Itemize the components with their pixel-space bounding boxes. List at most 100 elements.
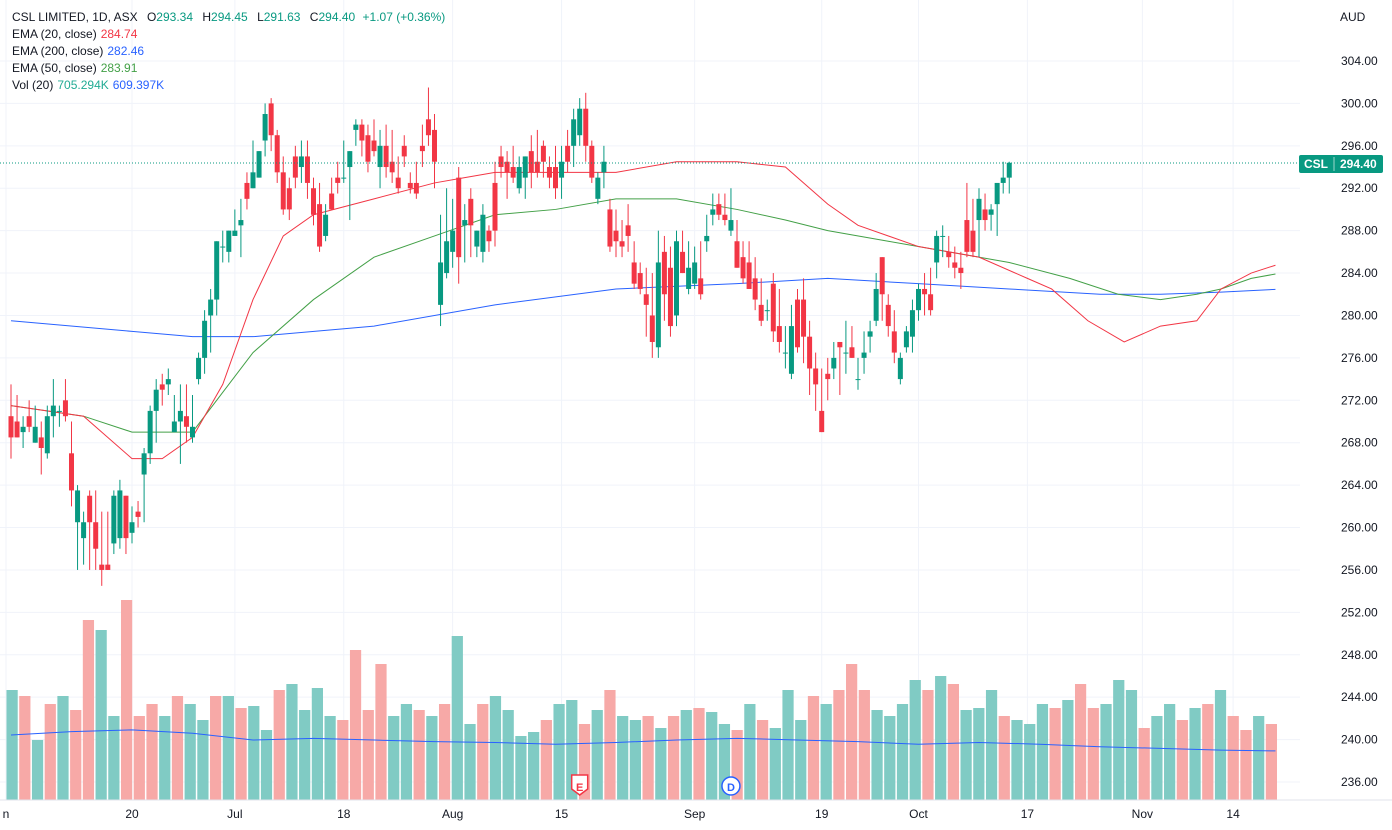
candle[interactable] <box>831 341 837 380</box>
price-axis[interactable]: 236.00 240.00 244.00 248.00 252.00 256.00 260.… <box>1341 54 1378 789</box>
candle[interactable] <box>637 262 643 295</box>
candle[interactable] <box>44 405 50 459</box>
candle[interactable] <box>238 198 244 258</box>
candle[interactable] <box>492 161 498 247</box>
candle[interactable] <box>994 182 1000 236</box>
candle[interactable] <box>553 145 558 199</box>
candle[interactable] <box>123 495 129 555</box>
candle[interactable] <box>625 204 631 252</box>
candle[interactable] <box>922 273 928 316</box>
candle[interactable] <box>456 167 462 284</box>
candle[interactable] <box>432 114 437 189</box>
legend-ema20-row[interactable]: EMA (20, close) 284.74 <box>12 26 445 43</box>
candle[interactable] <box>819 368 825 433</box>
candle[interactable] <box>69 421 74 507</box>
candle[interactable] <box>87 490 93 570</box>
candle[interactable] <box>952 246 958 279</box>
candle[interactable] <box>105 511 111 570</box>
legend-volume-row[interactable]: Vol (20) 705.294K 609.397K <box>12 77 445 94</box>
candle[interactable] <box>601 145 607 189</box>
candle[interactable] <box>867 320 873 353</box>
candle[interactable] <box>776 288 782 353</box>
candle[interactable] <box>722 193 728 226</box>
candle[interactable] <box>329 177 335 210</box>
candle[interactable] <box>982 193 988 231</box>
candle[interactable] <box>141 448 147 523</box>
candle[interactable] <box>480 204 486 263</box>
candle[interactable] <box>770 273 776 342</box>
candle[interactable] <box>335 161 341 194</box>
candle[interactable] <box>8 384 14 459</box>
candle[interactable] <box>891 310 897 364</box>
candle[interactable] <box>226 230 232 263</box>
candle[interactable] <box>244 172 250 210</box>
candle[interactable] <box>825 357 831 401</box>
candle[interactable] <box>256 151 262 178</box>
candle[interactable] <box>534 129 540 178</box>
candle[interactable] <box>916 283 921 321</box>
candle[interactable] <box>716 193 722 221</box>
candle[interactable] <box>837 341 843 395</box>
candles[interactable] <box>8 87 1012 586</box>
candle[interactable] <box>147 405 153 464</box>
candle[interactable] <box>14 394 20 438</box>
candle[interactable] <box>655 230 661 358</box>
candle[interactable] <box>286 177 292 221</box>
candle[interactable] <box>38 421 44 475</box>
candle[interactable] <box>928 267 934 316</box>
candle[interactable] <box>740 241 746 284</box>
candle[interactable] <box>419 124 425 168</box>
candle[interactable] <box>643 267 649 337</box>
candle[interactable] <box>262 103 268 157</box>
candle[interactable] <box>698 241 704 300</box>
candle[interactable] <box>559 145 565 199</box>
candle[interactable] <box>498 145 504 178</box>
candle[interactable] <box>516 156 522 194</box>
candle[interactable] <box>764 299 770 321</box>
legend-ema50-row[interactable]: EMA (50, close) 283.91 <box>12 60 445 77</box>
time-axis[interactable]: n 20 Jul 18 Aug 15 Sep 19 Oct 17 Nov 14 <box>0 799 1392 821</box>
candle[interactable] <box>468 188 474 258</box>
candle[interactable] <box>202 310 208 374</box>
candle[interactable] <box>135 501 141 528</box>
candle[interactable] <box>347 151 353 221</box>
candle[interactable] <box>117 479 123 549</box>
candle[interactable] <box>619 220 625 258</box>
earnings-marker[interactable]: E <box>570 774 589 796</box>
candle[interactable] <box>849 326 855 358</box>
candle[interactable] <box>280 156 286 215</box>
candle[interactable] <box>661 235 667 321</box>
candle[interactable] <box>159 373 165 406</box>
candle[interactable] <box>1000 161 1006 194</box>
candle[interactable] <box>486 225 492 252</box>
candle[interactable] <box>474 230 480 258</box>
candle[interactable] <box>50 379 56 438</box>
last-price-badge[interactable]: CSL 294.40 <box>1299 155 1383 173</box>
candle[interactable] <box>577 98 583 146</box>
candle[interactable] <box>377 129 383 189</box>
candle[interactable] <box>940 225 946 258</box>
candle[interactable] <box>413 161 419 199</box>
candle[interactable] <box>571 108 577 168</box>
candle[interactable] <box>190 394 195 443</box>
candle[interactable] <box>607 198 613 252</box>
candle[interactable] <box>298 140 304 183</box>
candle[interactable] <box>728 188 734 236</box>
candle[interactable] <box>196 352 202 385</box>
candle[interactable] <box>674 230 679 327</box>
candle[interactable] <box>528 135 534 189</box>
candle[interactable] <box>292 145 298 189</box>
candle[interactable] <box>595 172 601 205</box>
candle[interactable] <box>782 326 788 369</box>
candle[interactable] <box>56 405 62 427</box>
candle[interactable] <box>389 129 395 183</box>
candle[interactable] <box>401 135 407 168</box>
candle[interactable] <box>341 140 347 183</box>
candle[interactable] <box>165 368 171 395</box>
candle[interactable] <box>317 182 323 252</box>
candle[interactable] <box>371 119 377 157</box>
candle[interactable] <box>274 129 280 183</box>
candle[interactable] <box>444 188 450 279</box>
candle[interactable] <box>934 230 940 279</box>
legend-ema200-row[interactable]: EMA (200, close) 282.46 <box>12 43 445 60</box>
